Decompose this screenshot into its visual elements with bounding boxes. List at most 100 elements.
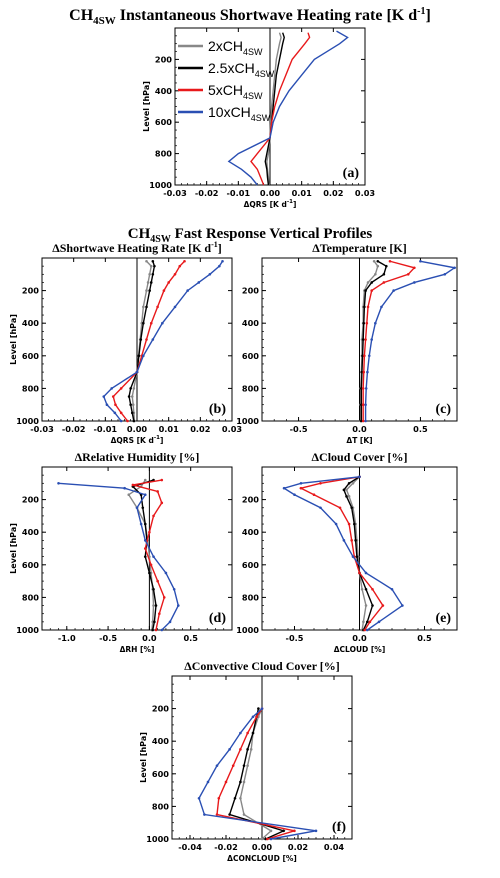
series-point — [156, 490, 159, 493]
series-point — [151, 338, 155, 341]
series-point — [161, 321, 164, 325]
series-point — [246, 731, 249, 735]
series-point — [152, 587, 155, 591]
x-tick-label: -0.02 — [214, 842, 238, 852]
series-line-5xCH4SW — [112, 260, 186, 422]
series-point — [156, 305, 159, 309]
series-point — [255, 715, 258, 719]
series-point — [360, 587, 364, 591]
series-point — [366, 370, 369, 374]
series-point — [266, 837, 269, 841]
x-tick-label: 0.01 — [159, 424, 180, 434]
series-point — [382, 281, 386, 284]
series-point — [197, 796, 201, 800]
y-tick-label: 1000 — [16, 625, 39, 635]
y-tick-label: 400 — [152, 736, 169, 746]
x-tick-label: 0.5 — [183, 633, 198, 643]
series-line-10xCH4SW — [198, 708, 317, 840]
panel-e-xlabel: ΔCLOUD [%] — [334, 645, 386, 654]
series-point — [371, 604, 374, 607]
series-point — [374, 321, 377, 325]
series-line-10xCH4SW — [227, 30, 349, 186]
series-point — [401, 604, 404, 607]
series-point — [137, 354, 141, 358]
series-point — [206, 780, 210, 784]
series-point — [152, 604, 155, 607]
series-point — [145, 289, 148, 292]
series-point — [242, 780, 246, 784]
x-tick-label: 0.03 — [222, 424, 243, 434]
series-point — [361, 387, 365, 390]
x-tick-label: 0.03 — [355, 188, 376, 198]
series-point — [145, 305, 148, 309]
series-point — [282, 486, 286, 490]
series-point — [350, 506, 354, 510]
panels: -0.03 -0.02 -0.01 0.00 0.01 0.02 0.03 200 400 600… — [9, 27, 458, 863]
y-tick-label: 600 — [22, 560, 39, 570]
series-point — [362, 370, 366, 374]
series-point — [362, 620, 365, 624]
panel-e: ΔCloud Cover [%] -0.5 0.0 0.5 200 400 600 800 10… — [236, 450, 458, 654]
legend-label: 10xCH4SW — [208, 104, 271, 123]
series-point — [114, 403, 117, 407]
panel-d: ΔRelative Humidity [%] -1.0 -0.5 0.0 0.5 200 4… — [9, 450, 233, 654]
series-point — [388, 259, 392, 263]
series-point — [361, 354, 364, 358]
series-point — [154, 628, 158, 632]
series-point — [381, 604, 385, 607]
x-tick-label: 0.00 — [127, 424, 148, 434]
series-point — [358, 571, 361, 575]
series-point — [153, 620, 156, 624]
series-point — [132, 419, 136, 423]
panel-f-xlabel: ΔCONCLOUD [%] — [227, 854, 297, 863]
series-point — [152, 555, 155, 558]
section-title: CH4SW Fast Response Vertical Profiles — [128, 226, 373, 245]
y-tick-label: 400 — [22, 318, 39, 328]
series-point — [374, 273, 377, 276]
series-point — [353, 522, 356, 526]
series-point — [364, 403, 367, 407]
panel-e-letter: (e) — [435, 611, 451, 626]
panel-d-letter: (d) — [209, 611, 226, 626]
series-point — [145, 259, 148, 263]
series-point — [218, 264, 221, 268]
series-point — [351, 482, 355, 485]
series-point — [246, 748, 249, 751]
x-tick-label: 0.00 — [252, 842, 273, 852]
x-tick-label: 0.5 — [417, 633, 432, 643]
figure-title: CH4SW Instantaneous Shortwave Heating ra… — [69, 6, 431, 27]
panel-f: ΔConvective Cloud Cover [%] -0.04 -0.02 0.0… — [139, 659, 353, 863]
series-point — [260, 837, 264, 841]
series-point — [385, 264, 388, 268]
series-point — [158, 612, 161, 615]
series-point — [135, 370, 139, 374]
series-point — [129, 387, 132, 390]
y-tick-label: 200 — [242, 286, 259, 296]
series-point — [345, 488, 348, 492]
series-point — [376, 264, 380, 268]
series-point — [370, 281, 373, 284]
series-point — [251, 731, 255, 735]
series-point — [363, 305, 366, 309]
series-point — [366, 281, 370, 284]
series-point — [269, 829, 273, 833]
series-point — [231, 764, 235, 767]
series-point — [239, 731, 242, 735]
series-point — [139, 522, 143, 526]
series-point — [350, 539, 354, 542]
x-tick-label: -0.01 — [94, 424, 118, 434]
series-point — [319, 506, 322, 510]
series-point — [149, 281, 153, 284]
series-point — [419, 259, 422, 263]
series-point — [239, 748, 242, 751]
panel-b-letter: (b) — [209, 402, 226, 417]
y-tick-label: 600 — [242, 351, 259, 361]
series-point — [110, 387, 113, 390]
series-point — [119, 387, 123, 390]
series-point — [130, 411, 134, 415]
series-point — [233, 796, 237, 800]
series-point — [392, 289, 395, 292]
series-point — [162, 596, 166, 599]
x-tick-label: -0.02 — [195, 188, 219, 198]
